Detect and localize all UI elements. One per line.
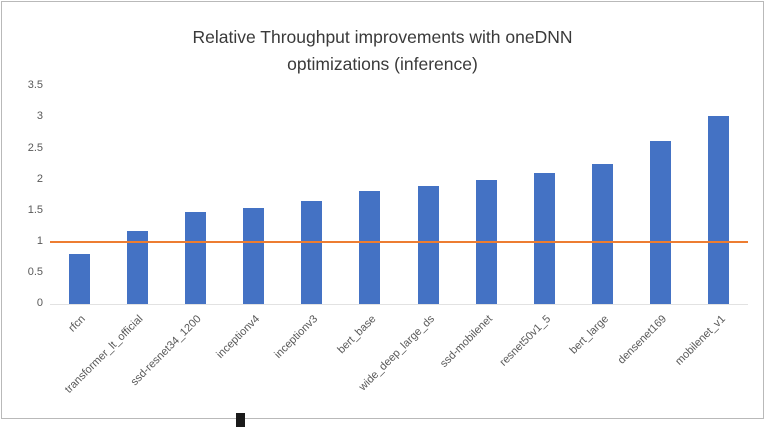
bar-slot xyxy=(283,86,341,305)
y-tick-label: 2.5 xyxy=(27,141,43,154)
bar-slot xyxy=(166,86,224,305)
bar-inceptionv3 xyxy=(301,201,323,305)
bar-slot xyxy=(108,86,166,305)
text-cursor-artifact xyxy=(236,413,245,427)
y-tick-label: 0.5 xyxy=(27,266,43,279)
y-tick-label: 2 xyxy=(36,172,43,185)
y-tick-label: 3 xyxy=(36,110,43,123)
bar-transformer_lt_official xyxy=(126,231,148,305)
bar-slot xyxy=(457,86,515,305)
bar-inceptionv4 xyxy=(243,207,265,305)
bar-rfcn xyxy=(68,254,90,305)
bar-slot xyxy=(225,86,283,305)
plot-area xyxy=(50,86,748,306)
bar-resnet50v1_5 xyxy=(533,173,555,305)
bar-slot xyxy=(632,86,690,305)
bar-slot xyxy=(50,86,108,305)
y-tick-label: 1 xyxy=(36,234,43,247)
bar-slot xyxy=(690,86,748,305)
y-tick-label: 3.5 xyxy=(27,79,43,92)
chart-title-line-1: Relative Throughput improvements with on… xyxy=(192,27,573,47)
bar-series xyxy=(50,86,748,305)
bar-slot xyxy=(574,86,632,305)
y-tick-label: 0 xyxy=(36,297,43,310)
bar-ssd-resnet34_1200 xyxy=(184,212,206,305)
y-axis: 0 0.5 1 1.5 2 2.5 3 3.5 xyxy=(16,80,50,309)
reference-line xyxy=(50,240,748,243)
chart-title-line-2: optimizations (inference) xyxy=(287,54,478,75)
chart-body: 0 0.5 1 1.5 2 2.5 3 3.5 xyxy=(16,80,763,309)
bar-densenet169 xyxy=(650,141,672,305)
bar-mobilenet_v1 xyxy=(708,115,730,305)
x-axis-labels: rfcn transformer_lt_official ssd-resnet34_… xyxy=(50,305,748,409)
bar-slot xyxy=(515,86,573,305)
x-tick-label: rfcn xyxy=(66,313,88,335)
x-label-slot: ssd-resnet34_1200 xyxy=(129,305,224,409)
chart-title: Relative Throughput improvements with on… xyxy=(2,24,763,78)
chart-card: Relative Throughput improvements with on… xyxy=(1,1,764,419)
x-label-slot: inceptionv3 xyxy=(272,305,341,409)
x-tick-label: bert_large xyxy=(567,313,612,357)
bar-bert_large xyxy=(592,164,614,305)
x-tick-label: bert_base xyxy=(335,313,379,357)
bar-slot xyxy=(399,86,457,305)
bar-bert_base xyxy=(359,190,381,305)
x-label-slot: mobilenet_v1 xyxy=(673,305,748,409)
y-tick-label: 1.5 xyxy=(27,203,43,216)
x-label-slot: inceptionv4 xyxy=(214,305,283,409)
bar-slot xyxy=(341,86,399,305)
x-label-slot: resnet50v1_5 xyxy=(497,305,573,409)
bar-wide_deep_large_ds xyxy=(417,185,439,305)
